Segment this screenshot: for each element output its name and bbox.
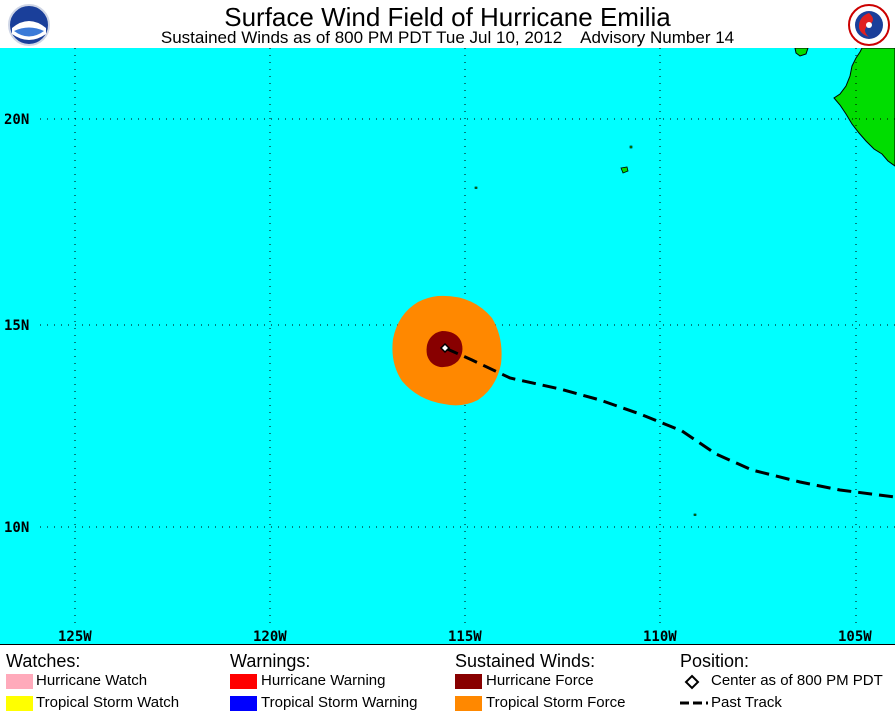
island-roca-partida [474,186,478,189]
land-mexico [833,48,895,167]
map-subtitle: Sustained Winds as of 800 PM PDT Tue Jul… [160,28,735,47]
tropical-storm-force-label: Tropical Storm Force [486,694,626,711]
lon-label-105w: 105W [838,629,872,644]
island-san-benedicto [629,145,633,149]
legend-warnings-heading: Warnings: [230,651,311,671]
island-socorro [620,166,629,174]
center-label: Center as of 800 PM PDT [711,672,883,689]
hurricane-watch-swatch [6,674,33,689]
legend-position-heading: Position: [680,651,750,671]
hurricane-warning-label: Hurricane Warning [261,672,386,689]
lon-label-115w: 115W [448,629,482,644]
noaa-logo [8,4,50,46]
hurricane-force-swatch [455,674,482,689]
island-clarion [693,513,697,516]
tropical-storm-watch-label: Tropical Storm Watch [36,694,180,711]
center-marker-icon [684,674,700,690]
past-track-icon [680,701,708,705]
land-baja-tip [794,48,809,57]
legend-winds-heading: Sustained Winds: [455,651,596,671]
header: Surface Wind Field of Hurricane Emilia S… [0,0,895,48]
lon-label-125w: 125W [58,629,92,644]
lat-label-20n: 20N [4,112,29,128]
past-track-label: Past Track [711,694,782,711]
legend-watches-heading: Watches: [6,651,81,671]
storm-center-marker [439,342,451,354]
lat-label-15n: 15N [4,318,29,334]
hurricane-watch-label: Hurricane Watch [36,672,148,689]
hurricane-warning-swatch [230,674,257,689]
nws-logo [848,4,890,46]
legend: Watches: Hurricane Watch Tropical Storm … [0,644,895,717]
lat-label-10n: 10N [4,520,29,536]
past-track [444,346,895,499]
tropical-storm-warning-label: Tropical Storm Warning [261,694,418,711]
hurricane-force-label: Hurricane Force [486,672,594,689]
tropical-storm-watch-swatch [6,696,33,711]
lon-label-120w: 120W [253,629,287,644]
map-title: Surface Wind Field of Hurricane Emilia [224,2,671,32]
tropical-storm-force-swatch [455,696,482,711]
tropical-storm-warning-swatch [230,696,257,711]
wind-field-map: 20N 15N 10N 125W 120W 115W 110W 105W [0,48,895,644]
lon-label-110w: 110W [643,629,677,644]
